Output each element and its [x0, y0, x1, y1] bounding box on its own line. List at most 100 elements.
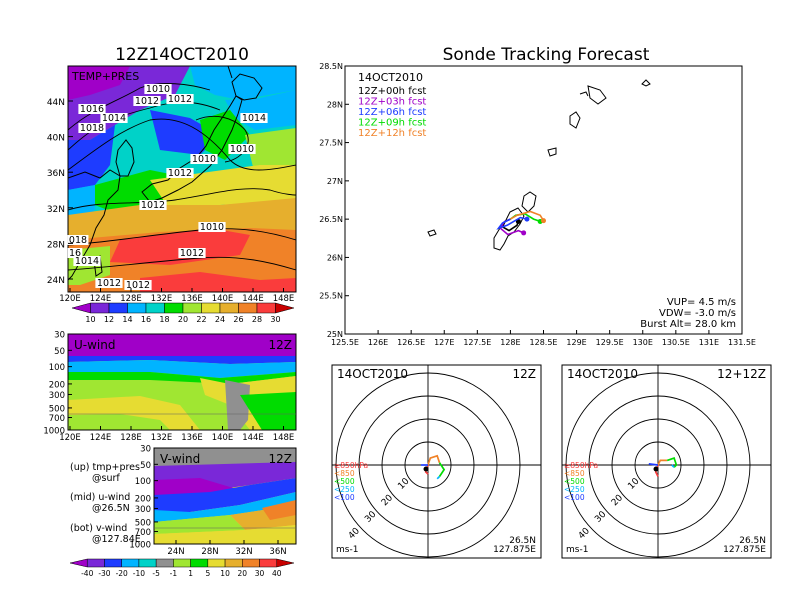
lat-tick-label: 28N [201, 547, 218, 557]
colorbar-swatch [182, 302, 202, 314]
hodograph-lon: 127.875E [723, 545, 766, 555]
lon-tick-label: 129.5E [596, 338, 624, 347]
isobar-label: 1014 [75, 256, 99, 267]
lon-tick-label: 130.5E [662, 338, 690, 347]
isobar-label: 1010 [192, 154, 216, 165]
lon-tick-label: 132E [151, 433, 173, 443]
level-tick-label: 300 [49, 391, 65, 401]
lat-tick-label: 32N [235, 547, 252, 557]
lon-tick-label: 126.5E [397, 338, 425, 347]
isobar-label: 1018 [80, 123, 104, 134]
track-legend-item: 12Z+00h fcst [358, 86, 426, 97]
lon-tick-label: 148E [273, 294, 295, 304]
colorbar-swatch [104, 558, 122, 568]
hodograph-units: ms-1 [336, 545, 358, 555]
map-label: TEMP+PRES [71, 70, 139, 83]
track-frame [344, 65, 743, 335]
isobar-label: 018 [69, 235, 87, 246]
isobar-label: 1012 [141, 200, 165, 211]
level-legend-item: ≥850hPa [564, 461, 598, 470]
colorbar-label: 20 [178, 315, 188, 324]
lon-tick-label: 144E [242, 294, 264, 304]
level-tick-label: 100 [135, 477, 151, 487]
u-wind-lon-ticks: 120E 124E 128E 132E 136E 140E 144E 148E [59, 426, 294, 443]
colorbar-swatch [86, 558, 105, 568]
lon-tick-label: 140E [212, 433, 234, 443]
track-date: 14OCT2010 [358, 71, 423, 84]
colorbar-label: 1 [188, 569, 193, 578]
hodograph-lon: 127.875E [493, 545, 536, 555]
isobar-label: 1012 [97, 278, 121, 289]
lon-tick-label: 128E [120, 433, 142, 443]
isobar-label-bg [124, 280, 152, 290]
level-tick-label: 500 [135, 518, 151, 528]
isobar-label: 1010 [146, 84, 170, 95]
lat-tick-label: 27.5N [319, 139, 343, 148]
level-legend-item: <500 [564, 477, 585, 486]
lat-tick-label: 24N [167, 547, 184, 557]
lon-tick-label: 128E [500, 338, 520, 347]
colorbar-label: 40 [272, 569, 282, 578]
isobar-label: 1014 [102, 113, 126, 124]
v-wind-label: V-wind [160, 452, 200, 466]
v-wind-frame [153, 447, 297, 545]
lon-tick-label: 120E [59, 433, 81, 443]
isobar-label: 1012 [168, 94, 192, 105]
level-tick-label: 1000 [129, 541, 151, 551]
level-tick-label: 50 [140, 461, 151, 471]
legend-line: (bot) v-wind [70, 523, 127, 534]
isobar-label-bg [178, 248, 206, 258]
level-legend-item: <250 [564, 485, 585, 494]
level-tick-label: 100 [49, 363, 65, 373]
v-wind-time: 12Z [269, 452, 293, 466]
lon-tick-label: 140E [212, 294, 234, 304]
u-wind-label: U-wind [74, 338, 115, 352]
level-tick-label: 300 [135, 505, 151, 515]
colorbar-swatch [238, 302, 258, 314]
track-line [496, 216, 528, 230]
isobar-label-bg [198, 222, 226, 232]
isobar-label-bg [240, 113, 268, 123]
isobar-label-bg [78, 104, 106, 114]
colorbar-label: 18 [159, 315, 169, 324]
isobar-label: 1012 [180, 248, 204, 259]
colorbar-swatch [256, 302, 276, 314]
level-tick-label: 200 [49, 380, 65, 390]
colorbar-swatch [71, 302, 91, 314]
lat-tick-label: 26.5N [319, 215, 343, 224]
colorbar-swatch [90, 302, 110, 314]
colorbar-label: -20 [116, 569, 128, 578]
track-lines [496, 210, 546, 236]
map-frame [67, 65, 297, 293]
colorbar-swatch [127, 302, 147, 314]
u-wind-frame [67, 333, 297, 431]
isobar-label: 1012 [135, 96, 159, 107]
lat-tick-label: 28N [47, 240, 65, 250]
colorbar-label: 20 [238, 569, 248, 578]
level-legend-item: <100 [334, 493, 355, 502]
colorbar-label: -5 [152, 569, 160, 578]
level-tick-label: 1000 [43, 427, 65, 437]
lon-tick-label: 129E [566, 338, 586, 347]
colorbar-label: 22 [196, 315, 206, 324]
colorbar-swatch [69, 558, 88, 568]
colorbar-label: -10 [133, 569, 145, 578]
isobar-label-bg [190, 154, 218, 164]
colorbar-label: 30 [255, 569, 265, 578]
hodograph-segment [671, 464, 675, 468]
hodograph-origin [653, 466, 659, 472]
lon-tick-label: 126E [368, 338, 388, 347]
hodograph-origin [423, 466, 429, 472]
hodograph-segment [427, 454, 441, 466]
colorbar-label: 12 [104, 315, 114, 324]
colorbar-swatch [190, 558, 209, 568]
colorbar-swatch [275, 302, 295, 314]
track-endpoint [524, 216, 530, 222]
track-legend-item: 12Z+09h fcst [358, 118, 426, 129]
colorbar-swatch [138, 558, 157, 568]
isobar-label-bg [95, 278, 123, 288]
